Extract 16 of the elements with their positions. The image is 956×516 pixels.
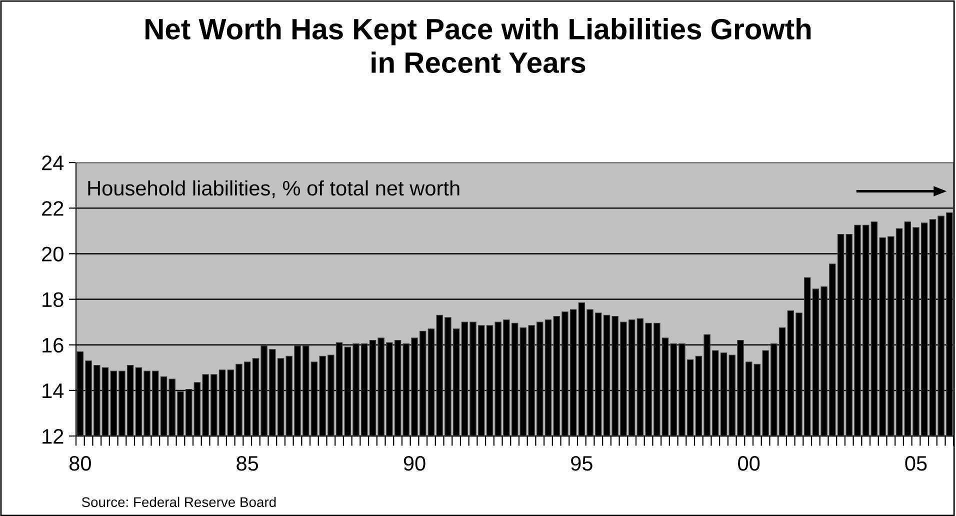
y-tick-label: 18 [42,292,64,308]
y-tick-label: 14 [42,384,64,398]
x-tick-label: 95 [571,456,592,471]
source-note: Source: Federal Reserve Board [82,496,276,508]
chart-title: Net Worth Has Kept Pace with Liabilities Growth in Recent Years [146,18,811,74]
y-tick-label: 12 [42,429,64,444]
y-tick-label: 20 [42,246,64,262]
y-tick-label: 24 [42,156,64,170]
x-tick-label: 00 [738,456,760,471]
x-tick-label: 85 [236,456,258,471]
x-tick-label: 80 [70,456,91,471]
y-tick-label: 16 [42,338,64,353]
annotation: Household liabilities, % of total net worth [88,180,460,198]
x-tick-label: 90 [404,456,426,471]
y-tick-label: 22 [42,201,64,216]
x-tick-label: 05 [905,456,927,471]
